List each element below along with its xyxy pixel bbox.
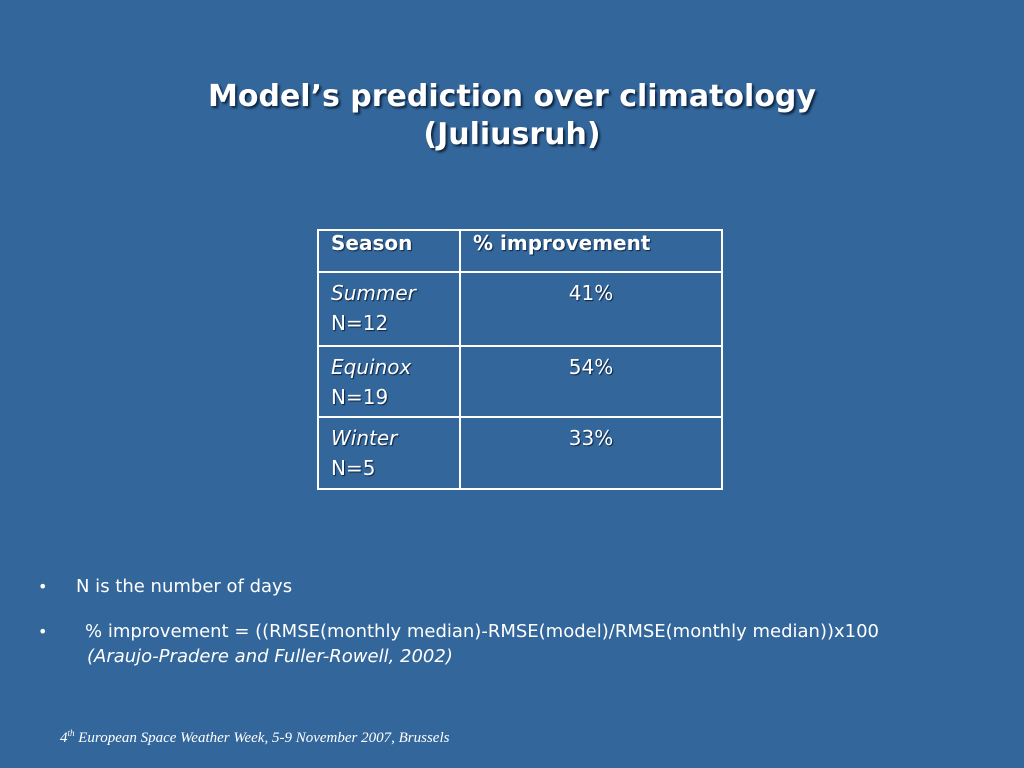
improvement-table: Season % improvement Summer N=12 41% Equ…: [317, 229, 723, 490]
table-header-row: Season % improvement: [317, 229, 723, 273]
season-cell: Winter N=5: [317, 416, 461, 490]
season-cell: Summer N=12: [317, 271, 461, 347]
table-row: Equinox N=19 54%: [317, 345, 723, 418]
bullet-citation: (Araujo-Pradere and Fuller-Rowell, 2002): [87, 646, 453, 667]
season-days-count: N=5: [331, 456, 376, 480]
table-row: Summer N=12 41%: [317, 271, 723, 347]
season-name: Summer: [331, 281, 416, 305]
footer-number: 4: [60, 730, 68, 746]
slide-title-line-2: (Juliusruh): [423, 117, 601, 152]
footer-conference: 4th European Space Weather Week, 5-9 Nov…: [60, 728, 449, 747]
footer-text: European Space Weather Week, 5-9 Novembe…: [74, 730, 450, 746]
season-days-count: N=19: [331, 385, 389, 409]
improvement-value: 54%: [459, 345, 723, 418]
header-season: Season: [317, 229, 461, 273]
bullet-dot-icon: •: [38, 577, 48, 596]
slide-title-line-1: Model’s prediction over climatology: [208, 79, 816, 114]
bullet-text-block: N is the number of days: [76, 574, 292, 599]
table-row: Winter N=5 33%: [317, 416, 723, 490]
season-name: Equinox: [331, 355, 412, 379]
footer-superscript: th: [67, 728, 75, 738]
bullet-list: • N is the number of days • % improvemen…: [38, 574, 879, 669]
season-days-count: N=12: [331, 311, 389, 335]
season-cell: Equinox N=19: [317, 345, 461, 418]
list-item: • N is the number of days: [38, 574, 879, 599]
bullet-text: % improvement = ((RMSE(monthly median)-R…: [85, 621, 879, 642]
bullet-dot-icon: •: [38, 622, 48, 641]
list-item: • % improvement = ((RMSE(monthly median)…: [38, 619, 879, 669]
bullet-text: N is the number of days: [76, 576, 293, 597]
header-improvement: % improvement: [459, 229, 723, 273]
improvement-value: 41%: [459, 271, 723, 347]
bullet-text-block: % improvement = ((RMSE(monthly median)-R…: [76, 619, 879, 669]
slide-title: Model’s prediction over climatology (Jul…: [0, 78, 1024, 154]
season-name: Winter: [331, 426, 398, 450]
improvement-value: 33%: [459, 416, 723, 490]
